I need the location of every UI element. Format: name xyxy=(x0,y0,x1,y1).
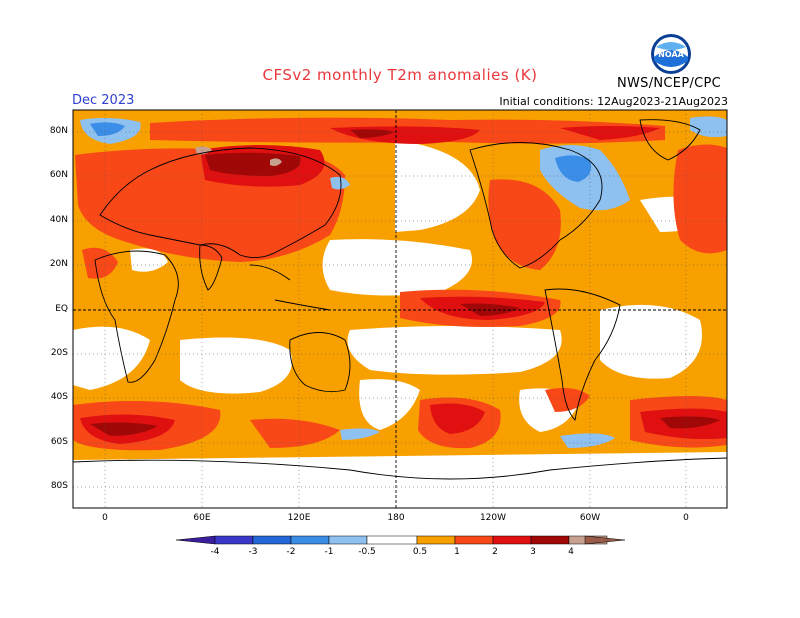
colorbar-swatch-3-4 xyxy=(530,535,570,545)
lon-label: 0 xyxy=(102,513,108,523)
map-frame xyxy=(72,109,728,509)
colorbar xyxy=(175,535,626,545)
colorbar-tick: -4 xyxy=(210,547,220,557)
lon-label: 60W xyxy=(579,513,601,523)
colorbar-swatch-2-3 xyxy=(492,535,532,545)
colorbar-tick: -0.5 xyxy=(358,547,376,557)
colorbar-tick: -3 xyxy=(248,547,258,557)
graticule xyxy=(73,110,727,508)
colorbar-tick: 0.5 xyxy=(412,547,428,557)
lat-label: 80S xyxy=(50,481,68,491)
neutral-regions xyxy=(73,140,727,508)
agency-label: NWS/NCEP/CPC xyxy=(617,76,722,91)
forecast-period: Dec 2023 xyxy=(72,93,135,108)
lat-label: 40N xyxy=(49,215,68,225)
colorbar-tick: 1 xyxy=(454,547,460,557)
colorbar-swatch-4-3 xyxy=(214,535,254,545)
lat-label: 20S xyxy=(50,348,68,358)
cool-strong-regions xyxy=(90,122,592,182)
colorbar-tick: 2 xyxy=(492,547,498,557)
lat-label: 40S xyxy=(50,392,68,402)
lat-label: EQ xyxy=(55,304,68,314)
lon-label: 180 xyxy=(387,513,405,523)
colorbar-tick: 4 xyxy=(568,547,574,557)
colorbar-tick: 3 xyxy=(530,547,536,557)
colorbar-swatch-gt5 xyxy=(584,535,626,545)
colorbar-swatch-1-2 xyxy=(454,535,494,545)
map-title: CFSv2 monthly T2m anomalies (K) xyxy=(262,66,538,84)
colorbar-swatch-neutral xyxy=(366,535,418,545)
lat-label: 20N xyxy=(49,259,68,269)
lat-label: 60S xyxy=(50,437,68,447)
initial-conditions: Initial conditions: 12Aug2023-21Aug2023 xyxy=(499,95,728,108)
lat-label: 80N xyxy=(49,126,68,136)
lon-label: 60E xyxy=(193,513,211,523)
lon-label: 0 xyxy=(683,513,689,523)
noaa-logo-text: NOAA xyxy=(658,50,684,59)
lon-label: 120E xyxy=(287,513,311,523)
noaa-logo-icon: NOAA xyxy=(651,34,691,74)
colorbar-swatch-lt-4 xyxy=(175,535,216,545)
colorbar-tick: -2 xyxy=(286,547,296,557)
colorbar-swatch-05-1 xyxy=(416,535,456,545)
lat-label: 60N xyxy=(49,170,68,180)
colorbar-swatch-2-1 xyxy=(290,535,330,545)
colorbar-swatch-3-2 xyxy=(252,535,292,545)
lon-label: 120W xyxy=(479,513,507,523)
colorbar-swatch-1-05 xyxy=(328,535,368,545)
colorbar-tick: -1 xyxy=(324,547,334,557)
coastlines xyxy=(73,119,727,480)
